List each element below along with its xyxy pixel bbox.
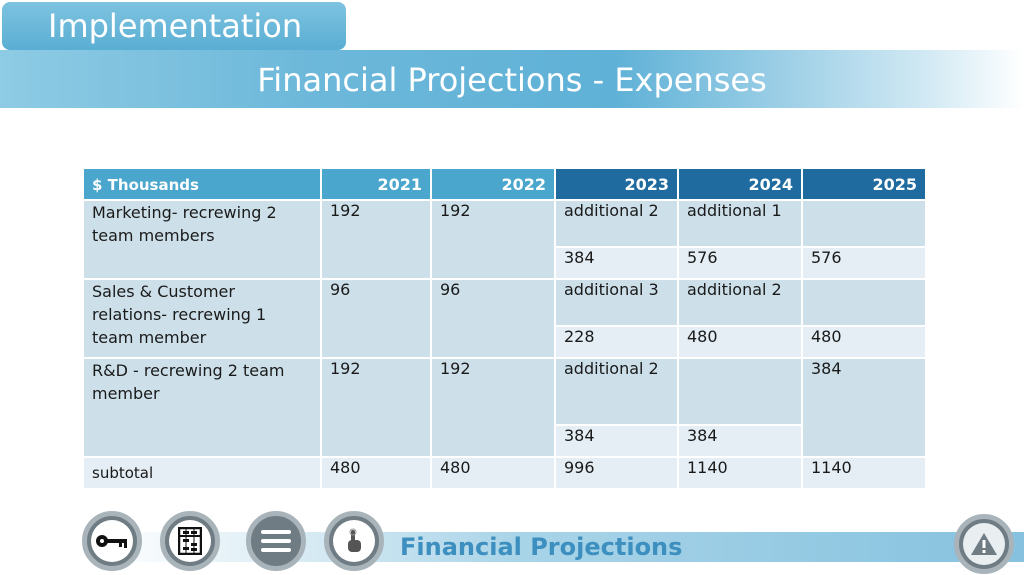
cell-2024-note: additional 2 [677,278,803,327]
menu-lines-icon [261,530,291,552]
touch-hand-icon [348,528,361,552]
table-row: 384 576 576 [83,246,927,280]
table-row: 228 480 480 [83,325,927,359]
cell-2022: 96 [430,278,556,359]
subtotal-label: subtotal [82,456,322,490]
subtotal-2023: 996 [554,456,679,490]
cell-2022: 192 [430,199,556,280]
table-row: 384 384 [83,424,926,458]
cell-2021: 192 [320,357,432,458]
title-band [0,50,1024,108]
cell-2023-note: additional 2 [554,357,679,426]
cell-2024: 480 [677,325,803,359]
page-title: Financial Projections - Expenses [257,61,767,99]
col-header-2022: 2022 [430,167,556,201]
cell-2025: 576 [801,246,927,280]
table-row: Sales & Customer relations- recrewing 1 … [82,278,927,359]
subtotal-2024: 1140 [677,456,803,490]
col-header-2024: 2024 [677,167,803,201]
footer-label: Financial Projections [400,533,683,561]
cell-2025: 384 [801,357,927,458]
col-header-2021: 2021 [320,167,432,201]
cell-2024: 576 [677,246,803,280]
warning-icon [971,533,997,555]
subtotal-2022: 480 [430,456,556,490]
cell-2023: 384 [554,424,679,458]
abacus-icon [178,527,202,555]
key-icon [96,535,127,548]
warning-nav-button[interactable] [954,514,1014,574]
subtotal-2025: 1140 [801,456,927,490]
cell-2024-note [677,357,803,426]
cell-2023-note: additional 2 [554,199,679,248]
cell-2025-note [801,278,927,327]
subtotal-row: subtotal 480 480 996 1140 1140 [82,456,927,490]
section-tab: Implementation [2,2,346,50]
col-header-2025: 2025 [801,167,927,201]
cell-2023: 384 [554,246,679,280]
cell-2021: 96 [320,278,432,359]
table-row: R&D - recrewing 2 team member 192 192 ad… [82,357,927,458]
subtotal-2021: 480 [320,456,432,490]
abacus-nav-button[interactable] [160,511,220,571]
cell-2024: 384 [677,424,803,458]
menu-nav-button[interactable] [246,511,306,571]
key-nav-button[interactable] [82,511,142,571]
table-row: Marketing- recrewing 2 team members 192 … [82,199,927,280]
row-label-rnd: R&D - recrewing 2 team member [82,357,322,458]
cell-2023-note: additional 3 [554,278,679,327]
table-header-row: $ Thousands 2021 2022 2023 2024 2025 [82,167,927,201]
cell-2025: 480 [801,325,927,359]
section-title: Implementation [48,7,303,45]
cell-2023: 228 [554,325,679,359]
cell-2021: 192 [320,199,432,280]
touch-nav-button[interactable] [324,511,384,571]
row-label-marketing: Marketing- recrewing 2 team members [82,199,322,280]
cell-2025-note [801,199,927,248]
expenses-table: $ Thousands 2021 2022 2023 2024 2025 Mar… [82,167,927,490]
row-label-sales: Sales & Customer relations- recrewing 1 … [82,278,322,359]
cell-2022: 192 [430,357,556,458]
cell-2024-note: additional 1 [677,199,803,248]
col-header-2023: 2023 [554,167,679,201]
col-header-label: $ Thousands [82,167,322,201]
